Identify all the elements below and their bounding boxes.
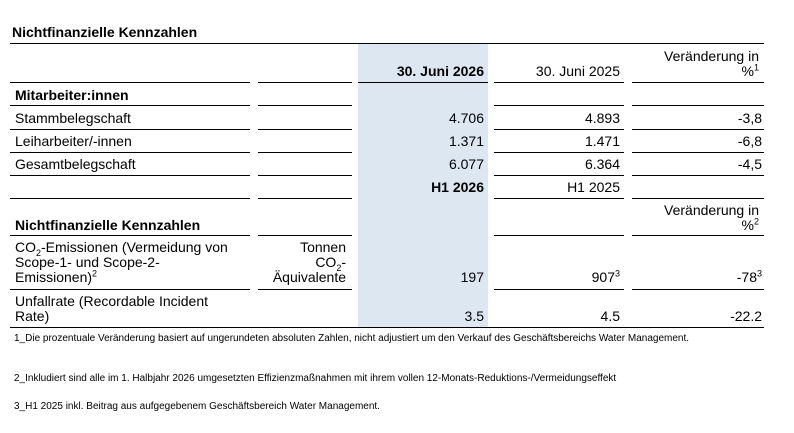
rule-0b xyxy=(258,105,352,106)
header-change-line1: Veränderung in xyxy=(664,48,759,64)
co2-unit-line2: CO2- xyxy=(315,254,346,273)
rule-6e xyxy=(632,289,764,290)
row-change: -6,8 xyxy=(737,133,762,149)
row-value-2026: 4.706 xyxy=(448,110,484,126)
rule-4a xyxy=(10,198,250,199)
accident-label-line2: Rate) xyxy=(15,308,50,324)
rule-3b xyxy=(258,175,352,176)
header-col-2026: 30. Juni 2026 xyxy=(396,63,484,79)
period-col-2025: H1 2025 xyxy=(567,179,620,195)
accident-label-line1: Unfallrate (Recordable Incident xyxy=(15,293,208,309)
rule-5d xyxy=(494,235,624,236)
accident-value-2026: 3.5 xyxy=(464,308,484,324)
footnote-1: 1_Die prozentuale Veränderung basiert au… xyxy=(14,333,690,344)
rule-2a xyxy=(10,152,250,153)
rule-1e xyxy=(632,129,764,130)
row-value-2026: 1.371 xyxy=(448,133,484,149)
row-label: Stammbelegschaft xyxy=(15,110,131,126)
row-label: Leiharbeiter/-innen xyxy=(15,133,132,149)
footnote-3: 3_H1 2025 inkl. Beitrag aus aufgegebenem… xyxy=(14,401,380,412)
rule-5b xyxy=(258,235,352,236)
header-rule-e xyxy=(632,82,764,83)
rule-5a xyxy=(10,235,250,236)
row-change: -4,5 xyxy=(737,156,762,172)
co2-unit-line1: Tonnen xyxy=(300,239,346,255)
header-rule-a xyxy=(10,82,250,83)
co2-label-line3: Emissionen)2 xyxy=(15,268,98,285)
co2-value-2026: 197 xyxy=(460,269,484,285)
header-rule-c xyxy=(358,82,488,83)
co2-value-2025: 9073 xyxy=(591,268,620,285)
rule-6a xyxy=(10,289,250,290)
table-bottom-rule xyxy=(10,327,764,328)
header-rule-b xyxy=(258,82,352,83)
change-header-line1: Veränderung in xyxy=(664,202,759,218)
accident-change: -22.2 xyxy=(730,308,762,324)
rule-1d xyxy=(494,129,624,130)
change-header-line2: %2 xyxy=(741,216,759,233)
rule-1b xyxy=(258,129,352,130)
co2-label-line1: CO2-Emissionen (Vermeidung von xyxy=(15,239,228,258)
row-label: Gesamtbelegschaft xyxy=(15,156,136,172)
row-value-2025: 4.893 xyxy=(584,110,620,126)
row-change: -3,8 xyxy=(737,110,762,126)
rule-0d xyxy=(494,105,624,106)
rule-2e xyxy=(632,152,764,153)
table-title: Nichtfinanzielle Kennzahlen xyxy=(12,24,198,40)
rule-0a xyxy=(10,105,250,106)
rule-6b xyxy=(258,289,352,290)
period-col-2026: H1 2026 xyxy=(431,179,484,195)
title-rule xyxy=(10,43,764,44)
rule-4d xyxy=(494,198,624,199)
accident-value-2025: 4.5 xyxy=(600,308,620,324)
rule-6d xyxy=(494,289,624,290)
co2-change: -783 xyxy=(736,268,762,285)
rule-4b xyxy=(258,198,352,199)
rule-3e xyxy=(632,175,764,176)
section-nonfinancial: Nichtfinanzielle Kennzahlen xyxy=(15,217,201,233)
rule-0e xyxy=(632,105,764,106)
header-rule-d xyxy=(494,82,624,83)
rule-5e xyxy=(632,235,764,236)
section-employees: Mitarbeiter:innen xyxy=(15,87,129,103)
rule-4e xyxy=(632,198,764,199)
row-value-2026: 6.077 xyxy=(448,156,484,172)
co2-unit-line3: Äquivalente xyxy=(272,269,346,285)
header-col-2025: 30. Juni 2025 xyxy=(535,63,620,79)
co2-label-line2: Scope-1- und Scope-2- xyxy=(15,254,160,270)
highlight-column-current-period xyxy=(358,44,488,327)
rule-1a xyxy=(10,129,250,130)
rule-2d xyxy=(494,152,624,153)
rule-3d xyxy=(494,175,624,176)
row-value-2025: 6.364 xyxy=(584,156,620,172)
footnote-2: 2_Inkludiert sind alle im 1. Halbjahr 20… xyxy=(14,373,617,384)
rule-2b xyxy=(258,152,352,153)
header-change-line2: %1 xyxy=(741,62,759,79)
rule-3a xyxy=(10,175,250,176)
row-value-2025: 1.471 xyxy=(584,133,620,149)
